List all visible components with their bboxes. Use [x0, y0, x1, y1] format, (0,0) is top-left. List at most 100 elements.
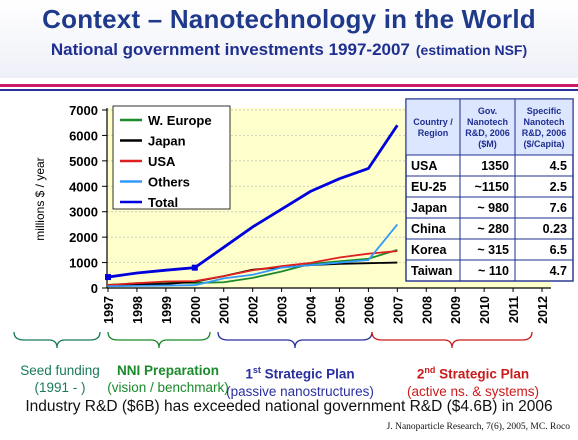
table-header-cell: Nanotech — [467, 117, 508, 127]
legend-label: Japan — [148, 134, 186, 149]
series-line — [107, 124, 399, 279]
phase-plan1-title: 1st Strategic Plan — [220, 362, 380, 383]
series-line — [107, 250, 398, 286]
phase-brace — [107, 331, 211, 349]
phase-seed-title: Seed funding — [20, 363, 100, 378]
header-band — [0, 0, 578, 78]
x-tick-label: 2005 — [333, 296, 347, 324]
phase-plan2-title: 2nd Strategic Plan — [390, 362, 556, 383]
y-tick-label: 7000 — [69, 103, 98, 118]
phase-plan1: 1st Strategic Plan (passive nanostructur… — [220, 362, 380, 400]
table-header-cell: Gov. — [478, 106, 497, 116]
table-cell: ~ 280 — [477, 222, 509, 236]
legend-label: Total — [148, 195, 178, 210]
chart-lines — [105, 124, 399, 288]
x-tick-label: 2006 — [362, 296, 376, 324]
legend-box — [112, 105, 231, 210]
table-header-cell: Region — [418, 128, 449, 138]
y-tick-label: 1000 — [69, 256, 98, 271]
y-tick-label: 5000 — [69, 154, 98, 169]
table-cell: Taiwan — [411, 264, 452, 278]
x-tick-label: 2002 — [247, 296, 261, 324]
y-axis-label: millions $ / year — [33, 157, 47, 240]
page-subtitle: National government investments 1997-200… — [0, 40, 578, 60]
table-cell: 7.6 — [550, 201, 567, 215]
phase-seed: Seed funding (1991 - ) — [6, 362, 114, 396]
legend-label: W. Europe — [148, 113, 212, 128]
table-cell: 6.5 — [550, 243, 567, 257]
table-cell: 1350 — [481, 159, 509, 173]
phase-plan2: 2nd Strategic Plan (active ns. & systems… — [390, 362, 556, 400]
y-tick-label: 0 — [91, 281, 98, 296]
phase-plan2-sup: nd — [424, 365, 436, 375]
phase-plan2-rest: Strategic Plan — [435, 366, 530, 382]
table-cell: ~ 110 — [478, 264, 509, 278]
page-title: Context – Nanotechnology in the World — [42, 4, 536, 34]
phase-brace — [371, 331, 533, 349]
table-cell: 4.7 — [550, 264, 567, 278]
x-tick-label: 2004 — [305, 296, 319, 324]
x-tick-label: 2007 — [391, 296, 405, 324]
phase-plan1-sup: st — [252, 365, 261, 375]
phase-braces — [13, 331, 533, 349]
table-cell: Japan — [411, 201, 447, 215]
table-cell: ~ 980 — [477, 201, 509, 215]
phase-nni: NNI Preparation (vision / benchmark) — [106, 362, 230, 396]
phase-plan1-num: 1 — [245, 366, 253, 382]
table-cell: 4.5 — [550, 159, 567, 173]
phase-brace — [217, 331, 373, 349]
table-header-cell: R&D, 2006 — [522, 128, 567, 138]
phase-nni-title: NNI Preparation — [116, 363, 220, 378]
series-line — [107, 223, 399, 288]
phase-nni-sub: (vision / benchmark) — [107, 380, 229, 395]
table-header-cell: Country / — [413, 117, 453, 127]
table-cell: ~1150 — [475, 180, 509, 194]
table-header-cell: R&D, 2006 — [465, 128, 510, 138]
table-cell: 2.5 — [550, 180, 567, 194]
x-tick-label: 2009 — [449, 296, 463, 324]
table-header-cell: Specific — [527, 106, 562, 116]
phase-plan1-rest: Strategic Plan — [260, 366, 355, 382]
table-cell: ~ 315 — [477, 243, 509, 257]
table-cell: Korea — [411, 243, 447, 257]
table-cell: EU-25 — [411, 180, 446, 194]
investment-chart: 0 1000 2000 3000 4000 5000 6000 7000 1997 1998 199… — [13, 98, 574, 349]
x-tick-label: 1999 — [160, 296, 174, 324]
phase-seed-sub: (1991 - ) — [34, 380, 86, 395]
series-marker — [105, 274, 111, 281]
industry-note: Industry R&D ($6B) has exceeded national… — [25, 398, 553, 415]
phase-plan1-sub: (passive nanostructures) — [226, 383, 374, 399]
series-marker — [191, 264, 198, 271]
subtitle-note: (estimation NSF) — [415, 42, 528, 58]
citation: J. Nanoparticle Research, 7(6), 2005, MC… — [386, 422, 570, 432]
phase-plan2-sub: (active ns. & systems) — [406, 383, 540, 399]
table-cell: 0.23 — [543, 222, 567, 236]
table-cell: USA — [411, 159, 437, 173]
x-tick-label: 1998 — [131, 296, 145, 324]
x-tick-label: 1997 — [102, 296, 116, 324]
phase-plan2-num: 2 — [416, 366, 425, 382]
x-tick-label: 2000 — [189, 296, 203, 324]
x-tick-label: 2001 — [218, 296, 232, 324]
legend-label: Others — [148, 175, 190, 190]
accent-rule — [0, 84, 578, 87]
y-tick-label: 3000 — [69, 205, 98, 220]
y-tick-label: 2000 — [69, 230, 98, 245]
table-cell: China — [411, 222, 447, 236]
divider-rule — [0, 89, 578, 91]
legend-label: USA — [148, 154, 176, 169]
subtitle-text: National government investments 1997-200… — [50, 40, 410, 59]
table-header-cell: ($M) — [478, 139, 497, 149]
x-tick-label: 2010 — [478, 296, 492, 324]
chart-legend: W. Europe Japan USA Others Total — [112, 105, 231, 210]
y-tick-label: 6000 — [69, 128, 98, 143]
x-tick-label: 2012 — [536, 296, 550, 324]
phase-brace — [13, 331, 101, 349]
table-header-cell: ($/Capita) — [523, 139, 564, 149]
x-tick-label: 2008 — [420, 296, 434, 324]
x-tick-label: 2011 — [507, 296, 521, 323]
table-header-cell: Nanotech — [523, 117, 564, 127]
x-tick-label: 2003 — [276, 296, 290, 324]
y-tick-label: 4000 — [69, 179, 98, 194]
